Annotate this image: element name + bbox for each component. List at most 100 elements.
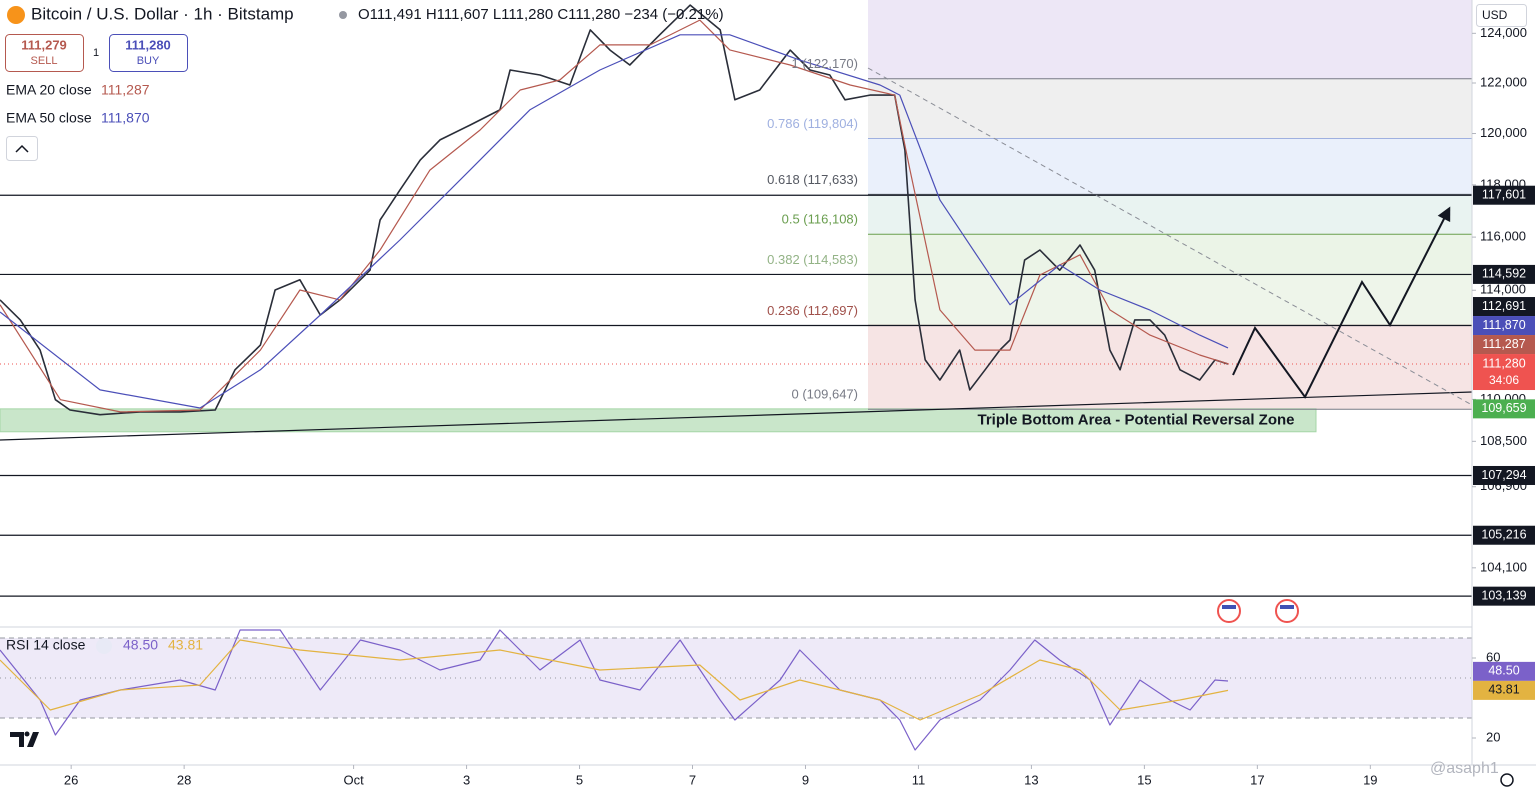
projection-path (1232, 206, 1451, 399)
main-series (0, 4, 1472, 416)
rsi-value: 48.50 (123, 637, 158, 653)
flag-detail (1222, 605, 1236, 609)
flag-detail (1280, 605, 1294, 609)
resistance-trendline (867, 67, 1472, 406)
x-tick-label: 7 (689, 772, 696, 787)
collapse-icon (15, 144, 29, 153)
ema-line (0, 34, 1229, 409)
fib-label: 0.5 (116,108) (782, 212, 858, 227)
price-badge (1473, 185, 1535, 205)
rsi-pane (0, 629, 1472, 751)
ema20-value: 111,287 (101, 82, 150, 98)
btc-icon (7, 6, 25, 24)
support-trendline (0, 391, 1472, 441)
x-tick-label: 5 (576, 772, 583, 787)
currency-button[interactable] (1476, 4, 1527, 27)
price-badge-label: 114,592 (1482, 267, 1526, 281)
fib-zone (868, 78, 1472, 139)
price-badge (1473, 661, 1535, 681)
spread: 1 (93, 47, 99, 59)
x-tick-label: 26 (64, 772, 78, 787)
y-tick-label: 114,000 (1480, 282, 1526, 297)
price-badge-label: 111,287 (1482, 337, 1525, 351)
x-tick-label: 19 (1363, 772, 1377, 787)
ema50-value: 111,870 (101, 110, 150, 126)
fib-label: 1 (122,170) (792, 56, 859, 71)
price-badge (1473, 316, 1535, 336)
buy-label: BUY (137, 55, 160, 67)
ema-line (0, 19, 1229, 413)
x-tick-label: 9 (802, 772, 809, 787)
price-badge-label: 105,216 (1481, 528, 1526, 542)
sell-price: 111,279 (21, 37, 67, 52)
price-badge-label: 111,280 (1482, 356, 1525, 370)
fib-label: 0 (109,647) (792, 387, 859, 402)
sell-label: SELL (31, 55, 58, 67)
x-tick-label: 15 (1137, 772, 1151, 787)
main-background (0, 0, 1472, 597)
y-tick-label: 104,100 (1480, 559, 1527, 574)
x-tick-label: 17 (1250, 772, 1264, 787)
price-badge-label: 109,659 (1481, 401, 1526, 415)
zone-label: Triple Bottom Area - Potential Reversal … (977, 411, 1294, 428)
symbol-title: Bitcoin / U.S. Dollar · 1h · Bitstamp (31, 4, 294, 23)
rsi-settings-icon[interactable] (96, 638, 112, 654)
price-badge (1473, 399, 1535, 419)
x-tick-label: 11 (912, 772, 926, 787)
price-badge (1473, 264, 1535, 284)
tv-logo (10, 732, 39, 747)
ema50-legend: EMA 50 close (6, 110, 92, 126)
price-badge-label: 103,139 (1481, 588, 1526, 602)
sell-button[interactable] (5, 34, 84, 72)
fib-zone (868, 194, 1472, 235)
fib-label: 0.786 (119,804) (767, 116, 858, 131)
y-tick-label: 122,000 (1480, 74, 1527, 89)
drawings (0, 67, 1472, 441)
market-status (339, 11, 347, 19)
price-badge-label: 43.81 (1488, 683, 1519, 697)
fib-zone (868, 274, 1472, 326)
y-tick-label: 116,000 (1480, 229, 1526, 244)
fib-zone (868, 0, 1472, 79)
price-badge (1473, 680, 1535, 700)
collapse-button[interactable] (6, 136, 38, 161)
fib-label: 0.382 (114,583) (767, 252, 858, 267)
watermark: @asaph1 (1430, 760, 1499, 777)
y-tick-label: 120,000 (1480, 125, 1527, 140)
buy-price: 111,280 (125, 37, 171, 52)
event-icon[interactable] (1217, 599, 1241, 623)
rsi-line (0, 629, 1229, 751)
fib-zone (868, 325, 1472, 410)
x-tick-label: 28 (177, 772, 191, 787)
x-tick-label: Oct (343, 772, 364, 787)
price-badge-label: 107,294 (1481, 468, 1526, 482)
buy-button[interactable] (109, 34, 188, 72)
price-badge-label: 117,601 (1482, 188, 1526, 202)
support-zone (0, 408, 1317, 433)
axes: 124,000122,000120,000118,000116,000114,0… (64, 25, 1535, 787)
price-line (0, 4, 1229, 416)
price-badge (1473, 465, 1535, 485)
fib-zone (868, 234, 1472, 275)
x-tick-label: 3 (463, 772, 470, 787)
y-tick-label: 108,500 (1480, 433, 1527, 448)
ema20-legend: EMA 20 close (6, 82, 92, 98)
x-tick-label: 13 (1024, 772, 1038, 787)
rsi-legend: RSI 14 close (6, 637, 86, 653)
ohlc: O111,491 H111,607 L111,280 C111,280 −234… (358, 6, 724, 23)
countdown: 34:06 (1489, 373, 1519, 387)
price-badge-label: 111,870 (1482, 318, 1525, 332)
y-tick-label: 124,000 (1480, 25, 1527, 40)
price-badge-label: 112,691 (1482, 299, 1526, 313)
price-badge (1473, 297, 1535, 317)
fib-label: 0.236 (112,697) (767, 303, 858, 318)
settings-icon[interactable] (1500, 773, 1514, 787)
price-badge (1473, 335, 1535, 355)
price-badge-label: 48.50 (1488, 664, 1519, 678)
rsi-ma-line (0, 639, 1229, 721)
rsi-ma-value: 43.81 (168, 637, 203, 653)
y-tick-label: 60 (1486, 649, 1500, 664)
event-icon[interactable] (1275, 599, 1299, 623)
price-badge (1473, 525, 1535, 545)
